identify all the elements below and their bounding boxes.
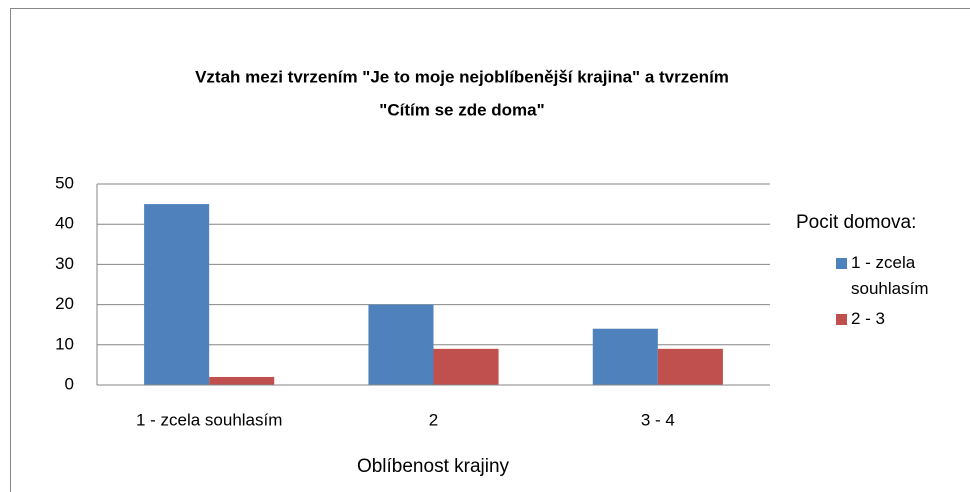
bar: [433, 348, 499, 385]
legend-items: 1 - zcela souhlasím 2 - 3: [796, 250, 970, 332]
y-tick-label: 10: [55, 334, 74, 353]
x-tick-label: 1 - zcela souhlasím: [136, 410, 282, 429]
bar: [209, 376, 275, 385]
y-tick-label: 40: [55, 214, 74, 233]
legend: Pocit domova: 1 - zcela souhlasím 2 - 3: [796, 212, 970, 336]
legend-item: 2 - 3: [836, 306, 970, 332]
legend-label: 1 - zcela souhlasím: [851, 253, 929, 298]
legend-title: Pocit domova:: [796, 212, 917, 233]
chart-frame: [10, 8, 970, 492]
x-axis-label: Oblíbenost krajiny: [357, 456, 510, 477]
legend-swatch: [836, 258, 847, 269]
x-tick-label: 2: [429, 410, 438, 429]
y-tick-label: 0: [65, 374, 74, 393]
legend-item: 1 - zcela souhlasím: [836, 250, 970, 302]
x-tick-label: 3 - 4: [641, 410, 675, 429]
y-tick-label: 20: [55, 294, 74, 313]
y-tick-label: 30: [55, 254, 74, 273]
bar: [657, 348, 723, 385]
legend-label: 2 - 3: [851, 309, 886, 328]
legend-swatch: [836, 314, 847, 325]
y-tick-label: 50: [55, 173, 74, 192]
bar: [592, 328, 658, 385]
bar: [144, 204, 210, 385]
chart-title: Vztah mezi tvrzením "Je to moje nejoblíb…: [195, 67, 729, 86]
chart-title: "Cítím se zde doma": [379, 100, 544, 119]
bar: [368, 304, 434, 385]
